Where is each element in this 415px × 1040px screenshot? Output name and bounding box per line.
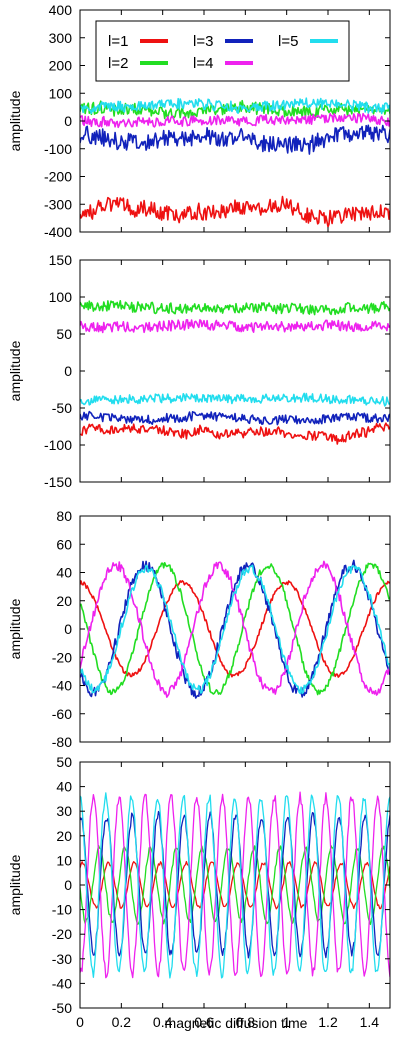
- y-axis-label: amplitude: [7, 340, 23, 401]
- y-tick-label: 0: [64, 621, 72, 637]
- plot-frame: [79, 515, 391, 743]
- y-axis-label: amplitude: [7, 598, 23, 659]
- legend-label: l=5: [278, 33, 298, 50]
- y-tick-label: -30: [52, 951, 72, 967]
- y-tick-label: 20: [56, 828, 72, 844]
- y-tick-label: 50: [56, 326, 72, 342]
- y-tick-label: -80: [52, 734, 72, 750]
- series-l2-line: [80, 299, 390, 316]
- y-tick-label: -60: [52, 706, 72, 722]
- series-l5-line: [80, 564, 390, 695]
- panel-3: -80 -60 -40 -20 0 20 40 60 80 amplitude: [7, 508, 391, 750]
- legend: l=1 l=2 l=3 l=4 l=5: [95, 20, 350, 82]
- panel-4: -50 -40 -30 -20 -10 0 10 20 30 40 50 amplitude 0 0.2 0…: [7, 754, 391, 1030]
- y-axis-label: amplitude: [7, 854, 23, 915]
- series-l3-line: [80, 810, 390, 959]
- y-tick-label: -200: [44, 169, 72, 185]
- y-tick-label: -150: [44, 474, 72, 490]
- series-l3-line: [80, 559, 390, 699]
- x-tick-label: 1.2: [318, 1014, 338, 1030]
- y-tick-label: -50: [52, 400, 72, 416]
- y-tick-label: 60: [56, 536, 72, 552]
- y-tick-label: -40: [52, 678, 72, 694]
- x-tick-label: 1.4: [360, 1014, 380, 1030]
- legend-label: l=2: [108, 55, 128, 72]
- x-tick-label: 0.4: [153, 1014, 173, 1030]
- y-tick-label: 400: [49, 2, 73, 18]
- y-tick-label: 80: [56, 508, 72, 524]
- y-tick-label: 0: [64, 877, 72, 893]
- y-tick-label: -50: [52, 1000, 72, 1016]
- series-l4-line: [80, 112, 390, 129]
- legend-label: l=3: [193, 33, 213, 50]
- y-tick-label: -300: [44, 196, 72, 212]
- series-l5-line: [80, 97, 390, 115]
- y-tick-label: 300: [49, 30, 73, 46]
- y-tick-label: 10: [56, 852, 72, 868]
- series-l3-line: [80, 124, 390, 155]
- legend-label: l=4: [193, 55, 213, 72]
- series-l1-line: [80, 860, 390, 910]
- series-l1-line: [80, 195, 390, 228]
- series-l3-line: [80, 410, 390, 426]
- series-l5-line: [80, 392, 390, 407]
- y-tick-label: 40: [56, 565, 72, 581]
- plot-frame: [79, 259, 391, 483]
- y-tick-label: 40: [56, 779, 72, 795]
- y-tick-label: -100: [44, 437, 72, 453]
- series-l2-line: [80, 99, 390, 120]
- x-tick-label: 1: [283, 1014, 291, 1030]
- legend-label: l=1: [108, 33, 128, 50]
- x-tick-label: 0.2: [112, 1014, 132, 1030]
- series-l2-line: [80, 844, 390, 926]
- x-tick-label: 0.8: [236, 1014, 256, 1030]
- y-tick-label: -100: [44, 141, 72, 157]
- y-tick-label: 100: [49, 85, 73, 101]
- y-tick-label: 20: [56, 593, 72, 609]
- y-tick-label: 0: [64, 113, 72, 129]
- series-l1-line: [80, 422, 390, 445]
- panel-2: -150 -100 -50 0 50 100 150 amplitude: [7, 252, 391, 490]
- y-tick-label: 50: [56, 754, 72, 770]
- y-tick-label: -20: [52, 649, 72, 665]
- y-tick-label: 100: [49, 289, 73, 305]
- legend-box: [95, 20, 350, 82]
- series-l4-line: [80, 791, 390, 979]
- y-tick-label: 30: [56, 803, 72, 819]
- y-tick-label: -40: [52, 975, 72, 991]
- y-tick-label: 150: [49, 252, 73, 268]
- x-tick-label: 0: [76, 1014, 84, 1030]
- y-tick-label: -400: [44, 224, 72, 240]
- series-l4-line: [80, 319, 390, 334]
- y-tick-label: -10: [52, 902, 72, 918]
- series-l2-line: [80, 561, 390, 696]
- panel-1: -400 -300 -200 -100 0 100 200 300 400 amplitude l=…: [7, 2, 391, 240]
- y-tick-label: 200: [49, 58, 73, 74]
- x-axis-label: magnetic diffusion time: [165, 1015, 308, 1031]
- series-l5-line: [80, 792, 390, 979]
- y-tick-label: 0: [64, 363, 72, 379]
- y-axis-label: amplitude: [7, 90, 23, 151]
- y-tick-label: -20: [52, 926, 72, 942]
- x-tick-label: 0.6: [194, 1014, 214, 1030]
- series-l1-line: [80, 579, 390, 678]
